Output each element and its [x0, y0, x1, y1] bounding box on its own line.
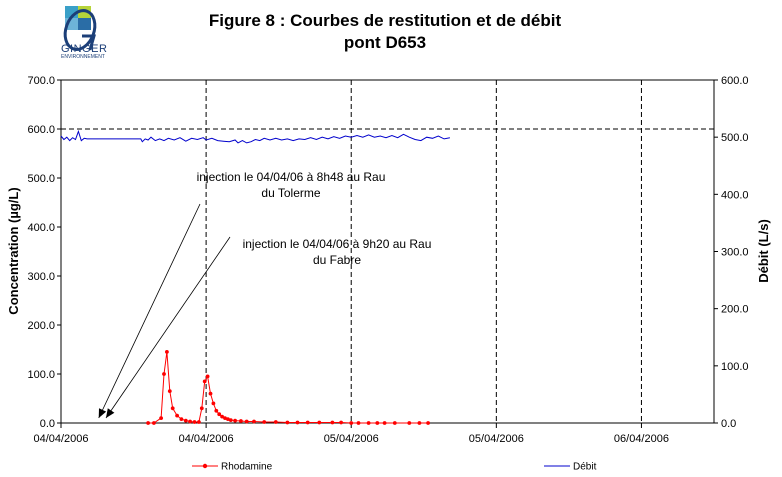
rhodamine-point — [244, 419, 249, 424]
annotation-1-line2: du Tolerme — [261, 186, 320, 200]
rhodamine-point — [217, 412, 222, 417]
legend-debit-label: Débit — [573, 462, 597, 473]
y-axis-left-title: Concentration (µg/L) — [6, 187, 21, 314]
x-tick-label: 04/04/2006 — [33, 433, 88, 445]
rhodamine-point — [417, 421, 422, 425]
y-left-tick-label: 100.0 — [27, 369, 55, 381]
rhodamine-point — [220, 414, 225, 419]
y-right-tick-label: 500.0 — [721, 132, 749, 144]
rhodamine-line — [148, 351, 429, 424]
x-tick-label: 06/04/2006 — [614, 433, 669, 445]
rhodamine-point — [199, 406, 204, 411]
chart-title-line1: Figure 8 : Courbes de restitution et de … — [208, 11, 562, 30]
rhodamine-point — [175, 413, 180, 418]
y-right-tick-label: 100.0 — [721, 361, 749, 373]
y-right-tick-label: 600.0 — [721, 75, 749, 87]
y-right-tick-label: 300.0 — [721, 247, 749, 259]
rhodamine-point — [426, 421, 430, 425]
y-right-tick-label: 200.0 — [721, 304, 749, 316]
annotation-2-line2: du Fabre — [313, 253, 361, 267]
y-left-tick-label: 0.0 — [40, 418, 55, 430]
rhodamine-point — [197, 420, 201, 424]
legend-rhodamine-label: Rhodamine — [221, 462, 273, 473]
y-left-tick-label: 500.0 — [27, 173, 55, 185]
x-tick-label: 05/04/2006 — [324, 433, 379, 445]
rhodamine-point — [188, 419, 193, 424]
chart-title: Figure 8 : Courbes de restitution et de … — [130, 10, 640, 54]
annotation-1-line1: injection le 04/04/06 à 8h48 au Rau — [197, 170, 386, 184]
rhodamine-point — [211, 401, 216, 406]
y-left-tick-label: 300.0 — [27, 271, 55, 283]
y-right-tick-label: 0.0 — [721, 418, 736, 430]
rhodamine-point — [152, 421, 156, 425]
annotation-1-arrow-head — [98, 408, 107, 418]
rhodamine-point — [285, 420, 290, 425]
y-left-tick-label: 400.0 — [27, 222, 55, 234]
rhodamine-point — [317, 420, 322, 425]
rhodamine-point — [295, 420, 300, 425]
rhodamine-point — [349, 421, 354, 425]
rhodamine-point — [192, 420, 197, 424]
ginger-logo — [60, 6, 118, 62]
rhodamine-point — [407, 421, 412, 425]
rhodamine-point — [233, 418, 238, 423]
rhodamine-point — [223, 416, 227, 420]
rhodamine-point — [330, 420, 335, 425]
rhodamine-point — [183, 418, 188, 423]
rhodamine-point — [205, 374, 210, 379]
y-axis-right-title: Débit (L/s) — [756, 219, 771, 283]
d-bit-line — [60, 129, 451, 144]
rhodamine-point — [208, 391, 213, 396]
y-left-tick-label: 200.0 — [27, 320, 55, 332]
rhodamine-point — [179, 417, 184, 421]
rhodamine-point — [375, 421, 380, 425]
plot-area-frame — [60, 79, 715, 424]
rhodamine-point — [239, 419, 243, 423]
y-right-tick-label: 400.0 — [721, 189, 749, 201]
y-left-tick-label: 600.0 — [27, 124, 55, 136]
rhodamine-point — [214, 408, 219, 413]
rhodamine-point — [226, 417, 230, 421]
chart-title-line2: pont D653 — [343, 33, 427, 52]
logo-name: GINGER — [61, 43, 108, 55]
y-left-tick-label: 700.0 — [27, 75, 55, 87]
rhodamine-point — [146, 421, 151, 425]
rhodamine-point — [273, 420, 278, 424]
annotation-1-arrow-line — [98, 203, 201, 419]
annotation-2-arrow-line — [105, 236, 231, 419]
rhodamine-point — [366, 421, 371, 425]
rhodamine-point — [165, 350, 169, 354]
rhodamine-point — [262, 420, 267, 424]
rhodamine-point — [356, 421, 361, 425]
rhodamine-point — [305, 420, 310, 425]
rhodamine-point — [392, 421, 397, 425]
rhodamine-point — [202, 379, 207, 384]
rhodamine-point — [159, 416, 164, 420]
x-tick-label: 05/04/2006 — [469, 433, 524, 445]
legend-rhodamine-marker — [202, 463, 208, 469]
rhodamine-point — [228, 418, 233, 422]
annotation-2-arrow-head — [105, 408, 115, 418]
rhodamine-point — [167, 389, 172, 393]
annotation-2-line1: injection le 04/04/06 à 9h20 au Rau — [243, 237, 432, 251]
rhodamine-point — [339, 420, 343, 425]
x-tick-label: 04/04/2006 — [179, 433, 234, 445]
logo-tagline: ENVIRONNEMENT — [61, 54, 105, 60]
rhodamine-point — [252, 419, 256, 424]
rhodamine-point — [382, 421, 387, 425]
rhodamine-point — [162, 372, 166, 376]
rhodamine-point — [170, 406, 175, 411]
